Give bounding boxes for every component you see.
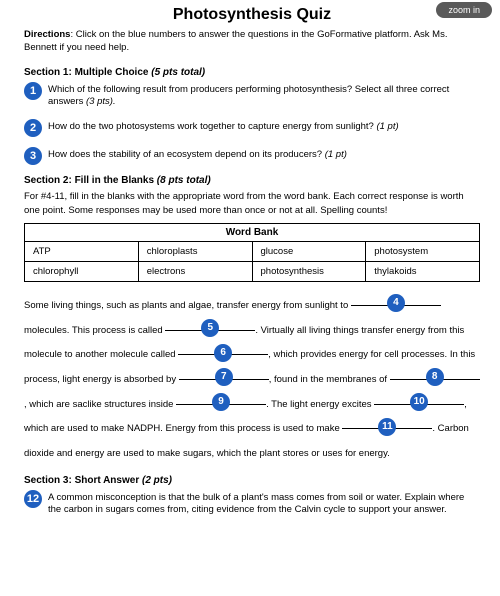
q1-badge[interactable]: 1 — [24, 82, 42, 100]
section2-heading: Section 2: Fill in the Blanks (8 pts tot… — [24, 175, 480, 186]
q7-badge[interactable]: 7 — [215, 368, 233, 386]
q1-text: Which of the following result from produ… — [48, 82, 480, 110]
directions-label: Directions — [24, 29, 70, 40]
blank-11: 11 — [342, 417, 432, 429]
wordbank-header: Word Bank — [25, 223, 480, 241]
directions: Directions: Click on the blue numbers to… — [24, 28, 480, 55]
q8-badge[interactable]: 8 — [426, 368, 444, 386]
q3-text: How does the stability of an ecosystem d… — [48, 147, 347, 162]
blank-6: 6 — [178, 343, 268, 355]
q6-badge[interactable]: 6 — [214, 344, 232, 362]
table-row: chlorophyll electrons photosynthesis thy… — [25, 261, 480, 281]
q3-badge[interactable]: 3 — [24, 147, 42, 165]
quiz-title: Photosynthesis Quiz — [24, 6, 480, 24]
quiz-page: Photosynthesis Quiz Directions: Click on… — [0, 0, 500, 531]
question-2: 2 How do the two photosystems work toget… — [24, 119, 480, 137]
q2-badge[interactable]: 2 — [24, 119, 42, 137]
blank-7: 7 — [179, 368, 269, 380]
q12-text: A common misconception is that the bulk … — [48, 490, 480, 518]
q5-badge[interactable]: 5 — [201, 319, 219, 337]
zoom-in-button[interactable]: zoom in — [436, 2, 492, 18]
section2-intro: For #4-11, fill in the blanks with the a… — [24, 190, 480, 217]
directions-text: : Click on the blue numbers to answer th… — [24, 29, 447, 53]
blank-4: 4 — [351, 294, 441, 306]
question-3: 3 How does the stability of an ecosystem… — [24, 147, 480, 165]
blank-5: 5 — [165, 319, 255, 331]
section1-heading: Section 1: Multiple Choice (5 pts total) — [24, 67, 480, 78]
section3-heading: Section 3: Short Answer (2 pts) — [24, 475, 480, 486]
question-12: 12 A common misconception is that the bu… — [24, 490, 480, 518]
fill-blank-paragraph: Some living things, such as plants and a… — [24, 294, 480, 467]
q9-badge[interactable]: 9 — [212, 393, 230, 411]
q2-text: How do the two photosystems work togethe… — [48, 119, 399, 134]
word-bank-table: Word Bank ATP chloroplasts glucose photo… — [24, 223, 480, 282]
question-1: 1 Which of the following result from pro… — [24, 82, 480, 110]
blank-9: 9 — [176, 393, 266, 405]
q4-badge[interactable]: 4 — [387, 294, 405, 312]
q11-badge[interactable]: 11 — [378, 418, 396, 436]
table-row: ATP chloroplasts glucose photosystem — [25, 241, 480, 261]
q10-badge[interactable]: 10 — [410, 393, 428, 411]
blank-8: 8 — [390, 368, 480, 380]
q12-badge[interactable]: 12 — [24, 490, 42, 508]
blank-10: 10 — [374, 393, 464, 405]
